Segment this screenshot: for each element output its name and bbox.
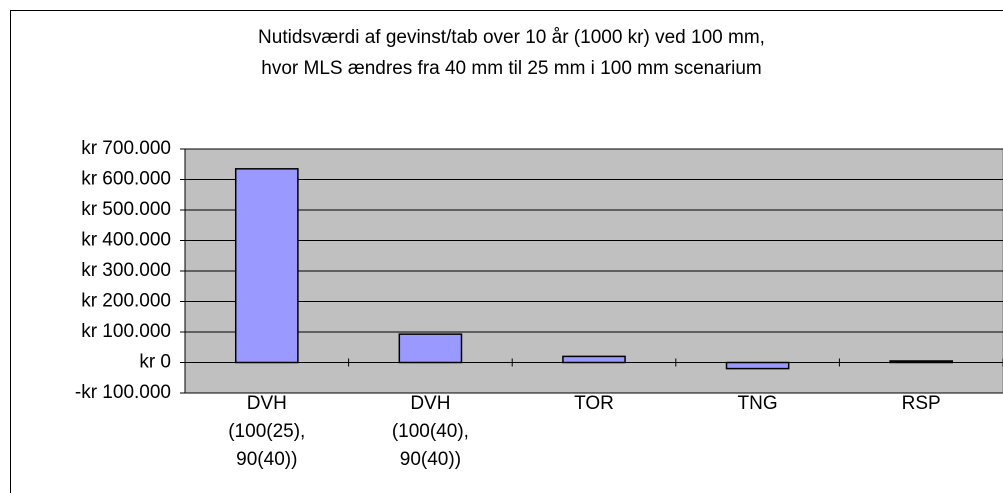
y-tick-label: kr 0 bbox=[139, 352, 171, 373]
x-tick-label: TNG bbox=[737, 393, 778, 414]
bar bbox=[562, 355, 626, 364]
x-tick-label: DVH (100(25), 90(40)) bbox=[228, 393, 306, 470]
bar bbox=[398, 333, 463, 364]
y-tick-label: kr 100.000 bbox=[81, 321, 171, 342]
bar bbox=[234, 168, 299, 364]
bar bbox=[725, 361, 790, 370]
x-tick-label: DVH (100(40), 90(40)) bbox=[391, 393, 469, 470]
y-tick-label: kr 400.000 bbox=[81, 230, 171, 251]
y-tick-label: kr 500.000 bbox=[81, 199, 171, 220]
y-tick-label: kr 700.000 bbox=[81, 138, 171, 159]
y-tick-label: kr 600.000 bbox=[81, 169, 171, 190]
y-tick-label: -kr 100.000 bbox=[75, 382, 171, 403]
chart-title: Nutidsværdi af gevinst/tab over 10 år (1… bbox=[258, 27, 765, 79]
x-tick-label: TOR bbox=[574, 393, 614, 414]
y-tick-label: kr 200.000 bbox=[81, 291, 171, 312]
x-tick-label: RSP bbox=[901, 393, 941, 414]
y-tick-label: kr 300.000 bbox=[81, 260, 171, 281]
